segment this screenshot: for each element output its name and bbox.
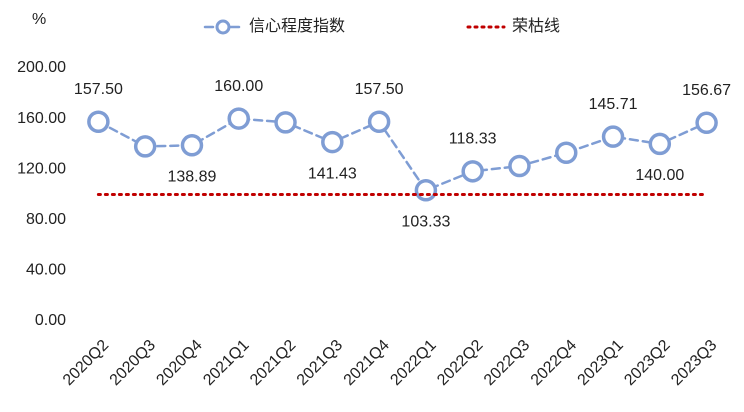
data-label: 145.71 <box>589 96 638 113</box>
y-tick-label: 0.00 <box>35 312 66 329</box>
data-label: 140.00 <box>635 167 684 184</box>
x-tick-label: 2023Q1 <box>575 337 627 389</box>
y-tick-label: 80.00 <box>26 211 66 228</box>
x-tick-label: 2022Q1 <box>387 337 439 389</box>
marker <box>87 110 110 134</box>
data-label: 157.50 <box>74 81 123 98</box>
x-tick-label: 2022Q2 <box>434 337 486 389</box>
y-tick-label: 120.00 <box>17 160 66 177</box>
marker <box>321 130 344 154</box>
y-tick-label: 40.00 <box>26 262 66 279</box>
legend-label: 信心程度指数 <box>249 17 345 35</box>
y-tick-label: 200.00 <box>17 59 66 76</box>
data-label: 141.43 <box>308 165 357 182</box>
legend-marker <box>215 19 231 35</box>
x-tick-label: 2021Q2 <box>247 337 299 389</box>
x-tick-label: 2021Q4 <box>341 337 393 389</box>
x-tick-label: 2023Q3 <box>668 337 720 389</box>
marker <box>601 125 625 148</box>
marker <box>555 141 578 165</box>
data-label: 103.33 <box>401 214 450 231</box>
x-tick-label: 2020Q2 <box>60 337 112 389</box>
marker <box>695 111 718 135</box>
marker <box>461 160 484 183</box>
x-tick-label: 2020Q4 <box>153 337 205 389</box>
data-label: 138.89 <box>167 169 216 186</box>
x-tick-label: 2020Q3 <box>107 337 159 389</box>
marker <box>508 154 531 178</box>
marker <box>367 110 391 134</box>
y-unit: % <box>32 11 46 28</box>
legend-label: 荣枯线 <box>512 17 560 35</box>
marker <box>180 134 204 157</box>
y-tick-label: 160.00 <box>17 110 66 127</box>
marker <box>414 179 438 202</box>
data-label: 160.00 <box>214 78 263 95</box>
marker <box>648 132 672 156</box>
x-tick-label: 2021Q3 <box>294 337 346 389</box>
marker <box>274 111 297 134</box>
x-tick-label: 2023Q2 <box>621 337 673 389</box>
x-tick-label: 2022Q4 <box>528 337 580 389</box>
data-label: 157.50 <box>355 81 404 98</box>
marker <box>227 107 250 130</box>
data-label: 156.67 <box>682 82 731 99</box>
data-label: 118.33 <box>449 131 497 148</box>
x-tick-label: 2021Q1 <box>200 337 252 389</box>
x-tick-label: 2022Q3 <box>481 337 533 389</box>
marker <box>133 135 157 158</box>
